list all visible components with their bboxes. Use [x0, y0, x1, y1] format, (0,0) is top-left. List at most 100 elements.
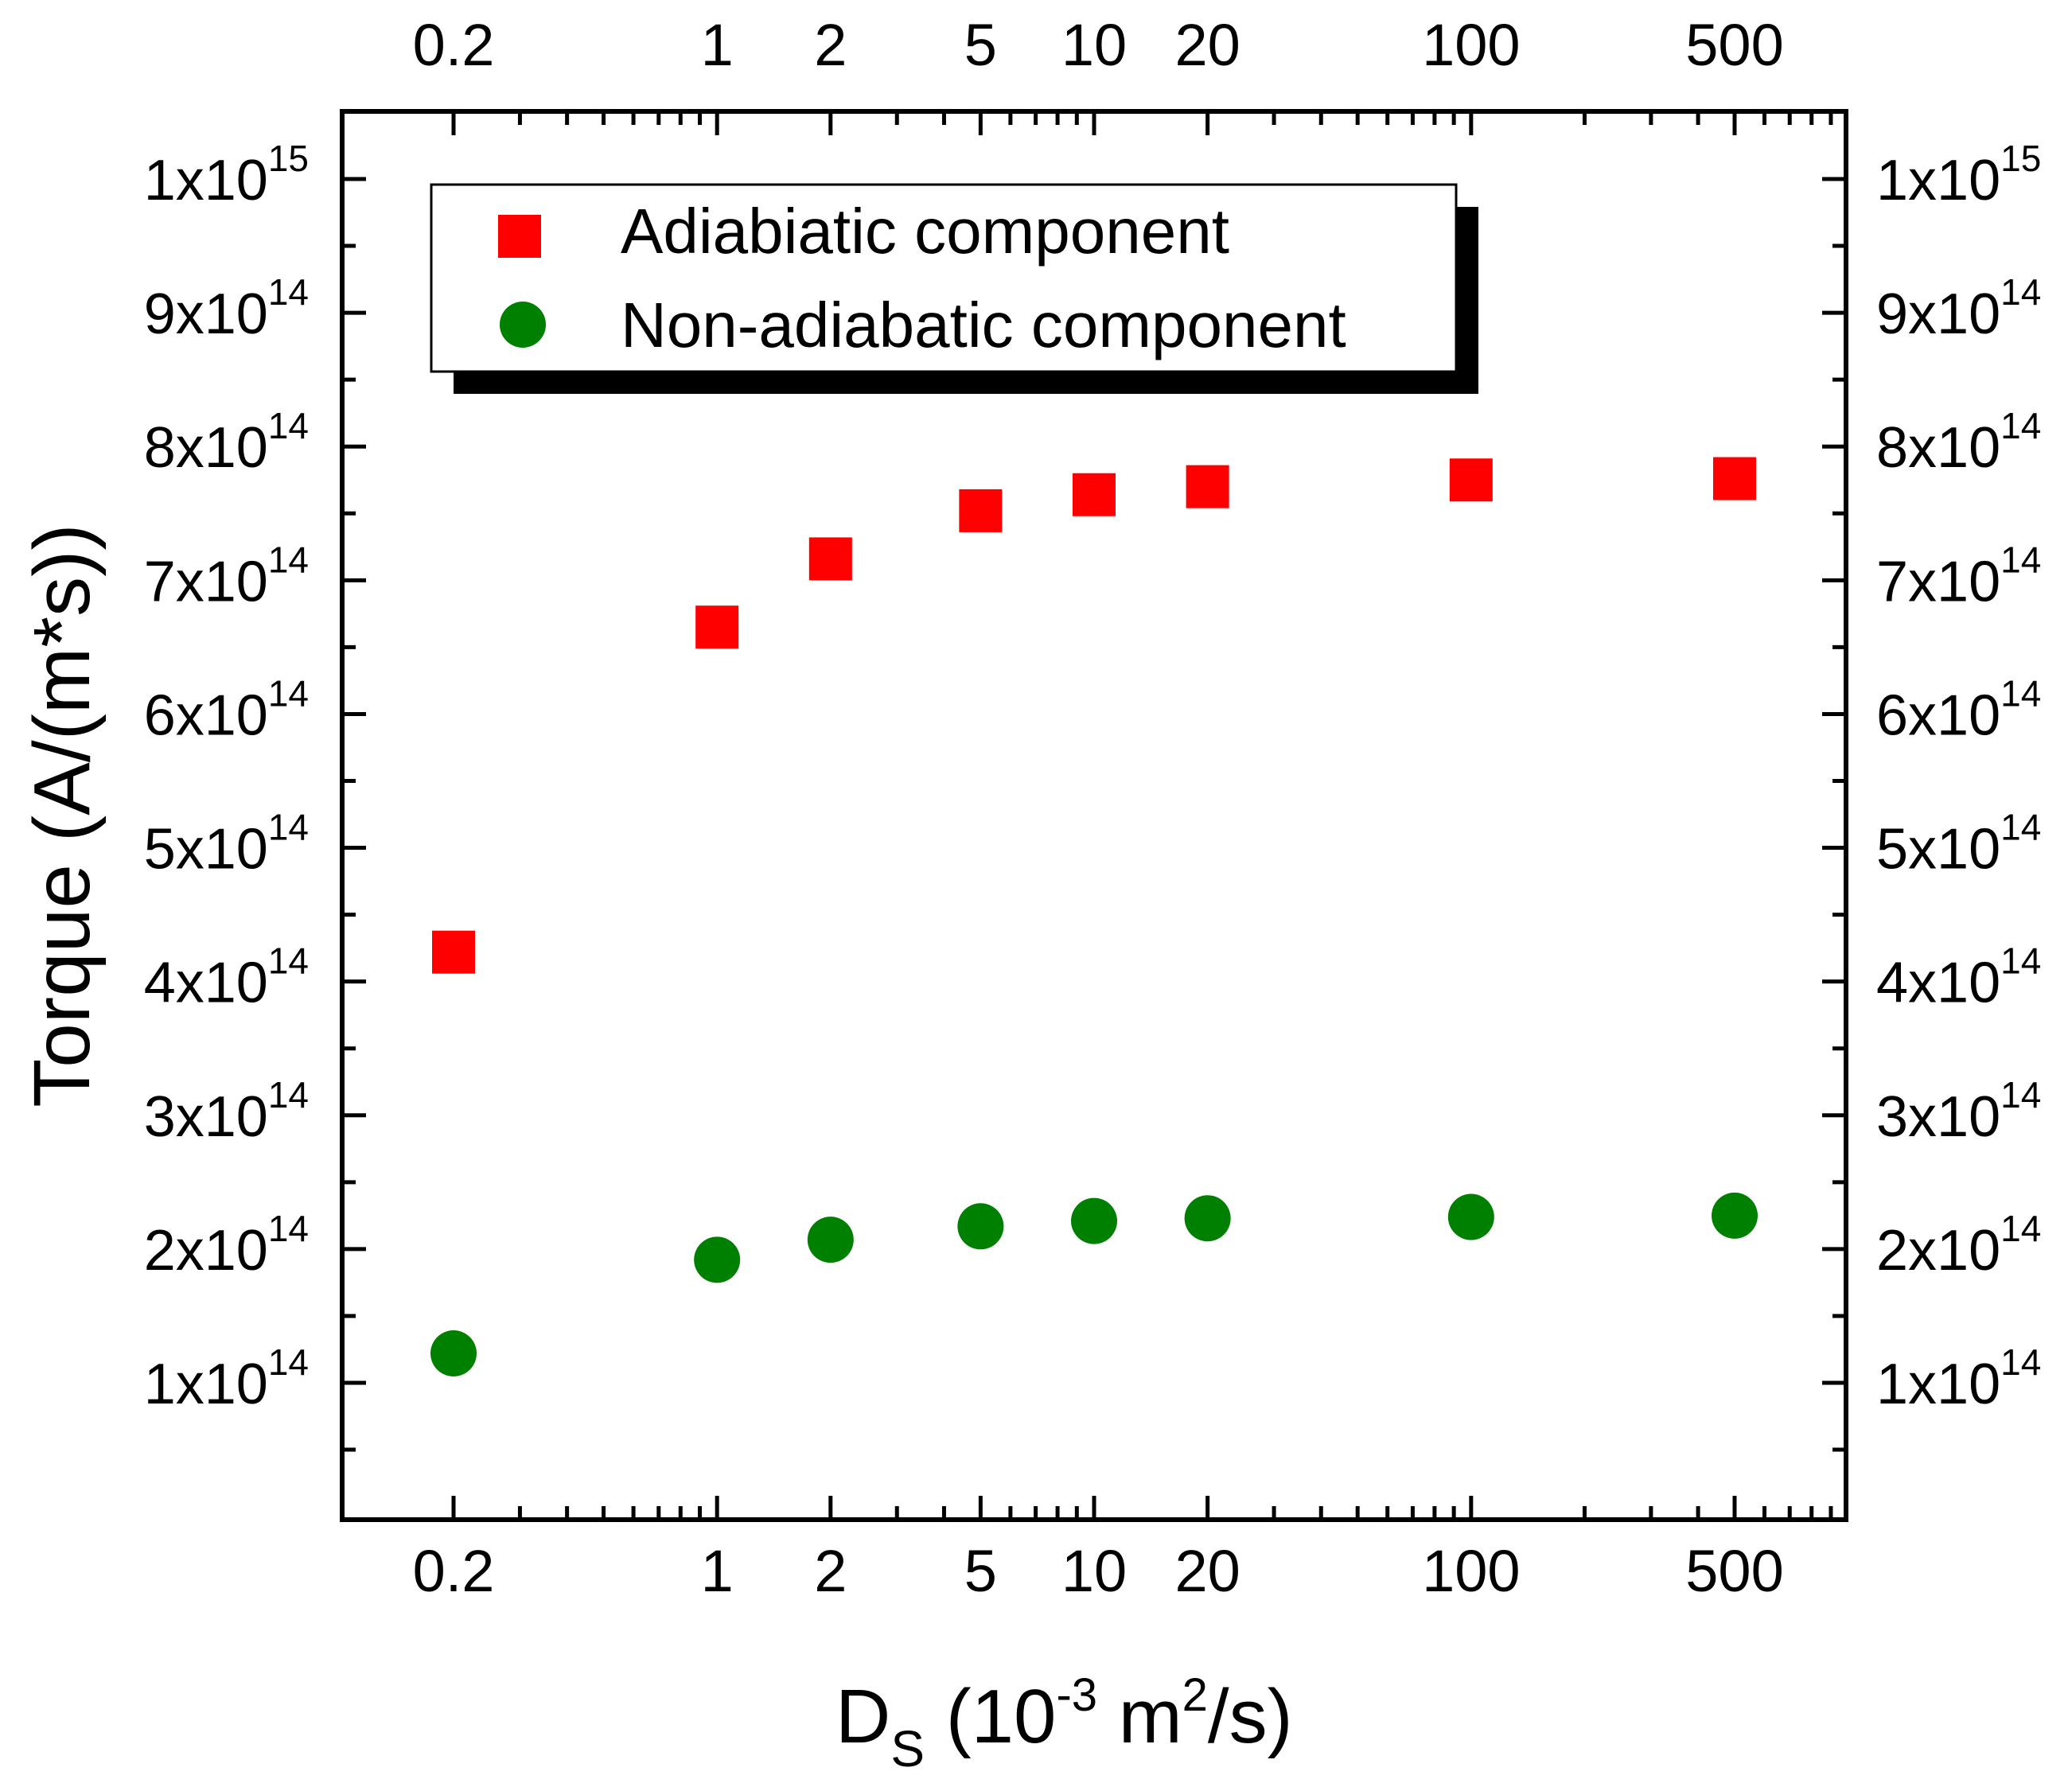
- adiabatic-point: [1186, 465, 1229, 508]
- adiabatic-point: [695, 605, 739, 649]
- non-adiabatic-point: [1071, 1197, 1117, 1244]
- x-label-rest3: /s): [1208, 1674, 1293, 1759]
- adiabatic-point: [959, 489, 1003, 532]
- y-tick-mantissa: 4x10: [144, 952, 268, 1015]
- x-tick-label: 20: [1174, 1538, 1240, 1604]
- y-tick-exponent: 14: [2000, 271, 2041, 313]
- y-tick-label: 6x1014: [144, 672, 309, 747]
- y-tick-label-right: 3x1014: [1876, 1074, 2041, 1149]
- non-adiabatic-point: [1447, 1193, 1494, 1240]
- y-tick-mantissa: 1x10: [144, 1353, 268, 1416]
- y-tick-mantissa: 9x10: [144, 282, 268, 346]
- y-tick-label-right: 6x1014: [1876, 672, 2041, 747]
- x-tick-label: 0.2: [413, 1538, 495, 1604]
- y-tick-label: 2x1014: [144, 1208, 309, 1283]
- x-label-rest2: m: [1097, 1674, 1182, 1759]
- adiabatic-point: [1449, 458, 1493, 502]
- y-tick-mantissa: 6x10: [144, 683, 268, 747]
- plot-frame: [340, 109, 1848, 1522]
- y-tick-label: 4x1014: [144, 940, 309, 1015]
- y-tick-mantissa: 1x10: [1876, 149, 2000, 212]
- y-tick-label: 7x1014: [144, 539, 309, 613]
- y-tick-label: 5x1014: [144, 807, 309, 882]
- non-adiabatic-point: [1712, 1192, 1758, 1239]
- y-tick-exponent: 14: [268, 405, 309, 446]
- y-tick-exponent: 14: [268, 1074, 309, 1115]
- y-tick-mantissa: 2x10: [1876, 1219, 2000, 1283]
- y-tick-exponent: 14: [2000, 1074, 2041, 1115]
- y-tick-label: 1x1015: [144, 138, 309, 212]
- y-tick-mantissa: 1x10: [1876, 1353, 2000, 1416]
- legend-marker-adiabatic: [498, 215, 541, 258]
- y-tick-exponent: 14: [268, 271, 309, 313]
- x-label-rest1: (10: [925, 1674, 1056, 1759]
- y-tick-mantissa: 7x10: [1876, 550, 2000, 613]
- x-tick-label: 5: [964, 1538, 997, 1604]
- y-tick-label: 9x1014: [144, 271, 309, 346]
- legend-box: [430, 183, 1458, 373]
- y-tick-mantissa: 5x10: [144, 818, 268, 882]
- y-tick-label-right: 1x1014: [1876, 1341, 2041, 1416]
- y-tick-mantissa: 5x10: [1876, 818, 2000, 882]
- y-tick-exponent: 14: [268, 539, 309, 580]
- non-adiabatic-point: [694, 1236, 741, 1283]
- x-tick-label-top: 500: [1685, 12, 1783, 78]
- y-tick-exponent: 14: [268, 940, 309, 982]
- non-adiabatic-point: [1184, 1195, 1231, 1242]
- y-tick-exponent: 14: [2000, 807, 2041, 848]
- x-tick-label-top: 5: [964, 12, 997, 78]
- non-adiabatic-point: [807, 1217, 854, 1263]
- y-tick-mantissa: 8x10: [144, 416, 268, 480]
- x-tick-label-top: 1: [701, 12, 734, 78]
- legend-label-non-adiabatic: Non-adiabatic component: [621, 290, 1346, 360]
- x-tick-label: 500: [1685, 1538, 1783, 1604]
- x-tick-label-top: 2: [814, 12, 847, 78]
- y-tick-exponent: 14: [2000, 1208, 2041, 1249]
- y-tick-label: 1x1014: [144, 1341, 309, 1416]
- adiabatic-point: [432, 930, 475, 974]
- y-tick-label-right: 4x1014: [1876, 940, 2041, 1015]
- y-tick-exponent: 14: [2000, 940, 2041, 982]
- y-tick-exponent: 14: [268, 1208, 309, 1249]
- adiabatic-point: [1713, 457, 1756, 500]
- x-tick-label: 10: [1061, 1538, 1127, 1604]
- adiabatic-point: [1073, 473, 1116, 516]
- x-label-exp1: -3: [1056, 1669, 1097, 1721]
- legend-marker-non-adiabatic: [500, 302, 546, 348]
- y-tick-mantissa: 3x10: [144, 1085, 268, 1149]
- x-label-sub: S: [890, 1720, 925, 1777]
- marks-layer: [430, 457, 1758, 1377]
- x-axis-label: DS (10-3 m2/s): [835, 1669, 1293, 1777]
- y-tick-mantissa: 3x10: [1876, 1085, 2000, 1149]
- x-tick-label-top: 100: [1422, 12, 1520, 78]
- adiabatic-point: [808, 537, 852, 581]
- legend-label-adiabatic: Adiabiatic component: [621, 196, 1229, 267]
- x-label-exp2: 2: [1182, 1669, 1208, 1721]
- y-tick-label-right: 9x1014: [1876, 271, 2041, 346]
- non-adiabatic-point: [957, 1203, 1004, 1250]
- y-tick-exponent: 14: [268, 807, 309, 848]
- y-tick-mantissa: 1x10: [144, 149, 268, 212]
- y-tick-exponent: 14: [268, 672, 309, 714]
- y-tick-exponent: 14: [2000, 539, 2041, 580]
- y-tick-exponent: 14: [2000, 405, 2041, 446]
- non-adiabatic-point: [430, 1330, 477, 1377]
- x-tick-label-top: 20: [1174, 12, 1240, 78]
- y-tick-label-right: 1x1015: [1876, 138, 2041, 212]
- y-tick-mantissa: 7x10: [144, 550, 268, 613]
- legend: Adiabiatic component Non-adiabatic compo…: [430, 183, 1478, 394]
- y-tick-label-right: 2x1014: [1876, 1208, 2041, 1283]
- y-tick-exponent: 14: [268, 1341, 309, 1383]
- x-tick-label: 2: [814, 1538, 847, 1604]
- x-label-main: D: [835, 1674, 890, 1759]
- y-tick-label: 8x1014: [144, 405, 309, 480]
- y-tick-exponent: 14: [2000, 1341, 2041, 1383]
- y-tick-mantissa: 6x10: [1876, 683, 2000, 747]
- x-tick-label-top: 0.2: [413, 12, 495, 78]
- y-tick-mantissa: 4x10: [1876, 952, 2000, 1015]
- y-tick-label-right: 5x1014: [1876, 807, 2041, 882]
- y-axis-label: Torque (A/(m*s)): [18, 524, 107, 1107]
- y-tick-exponent: 14: [2000, 672, 2041, 714]
